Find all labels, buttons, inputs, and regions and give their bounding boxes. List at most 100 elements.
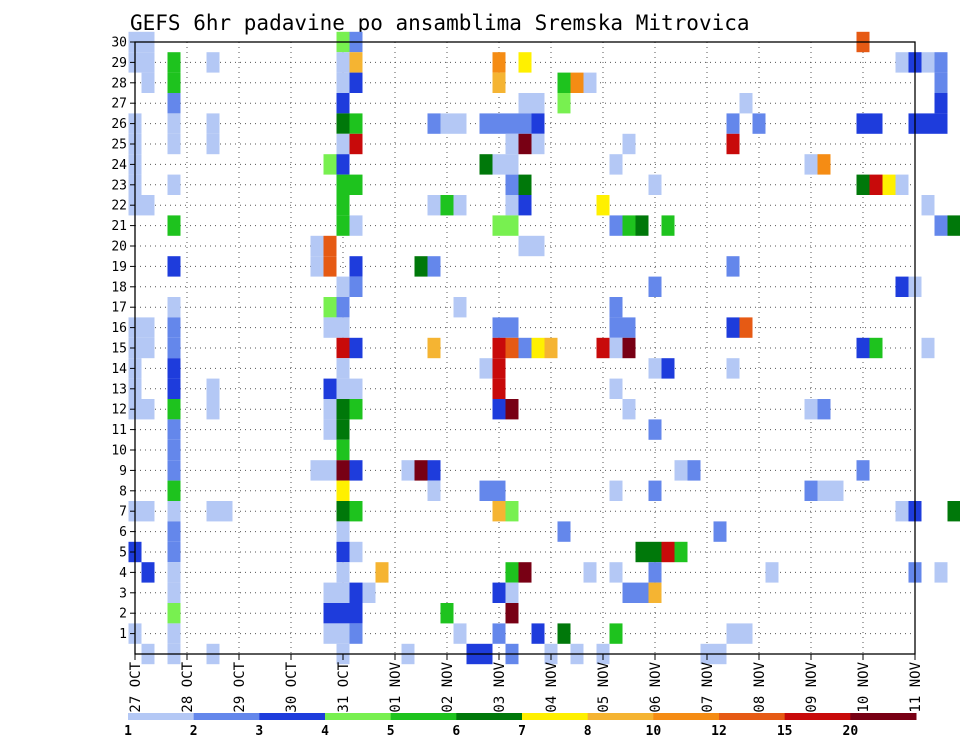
heatmap-cell bbox=[934, 52, 948, 73]
heatmap-cell bbox=[206, 133, 220, 155]
heatmap-cell bbox=[427, 460, 441, 481]
heatmap-cell bbox=[661, 541, 675, 563]
heatmap-cell bbox=[505, 317, 519, 338]
heatmap-cell bbox=[804, 154, 818, 175]
heatmap-cell bbox=[323, 460, 337, 481]
heatmap-cell bbox=[609, 480, 623, 501]
heatmap-cell bbox=[505, 501, 519, 522]
colorbar-swatch bbox=[128, 713, 195, 720]
heatmap-cell bbox=[141, 72, 155, 93]
y-tick-label: 11 bbox=[111, 423, 127, 438]
heatmap-cell bbox=[167, 337, 181, 359]
heatmap-cell bbox=[804, 399, 818, 420]
heatmap-cell bbox=[531, 113, 545, 134]
y-tick-label: 13 bbox=[111, 382, 127, 397]
x-tick-label: 05 NOV bbox=[596, 661, 612, 712]
colorbar-swatch bbox=[456, 713, 523, 720]
heatmap-cell bbox=[648, 419, 662, 440]
heatmap-cell bbox=[726, 256, 740, 277]
heatmap-cell bbox=[648, 562, 662, 583]
y-tick-label: 1 bbox=[119, 627, 127, 642]
heatmap-cell bbox=[531, 623, 545, 644]
heatmap-cell bbox=[336, 582, 350, 603]
heatmap-cell bbox=[895, 501, 909, 522]
heatmap-cell bbox=[427, 113, 441, 134]
heatmap-cell bbox=[895, 276, 909, 297]
heatmap-cell bbox=[141, 399, 155, 420]
heatmap-cell bbox=[206, 399, 220, 420]
grid bbox=[134, 41, 916, 654]
heatmap-cell bbox=[336, 215, 350, 236]
heatmap-cell bbox=[349, 174, 363, 195]
heatmap-cell bbox=[674, 541, 688, 563]
heatmap-cell bbox=[583, 562, 597, 583]
y-tick-label: 24 bbox=[111, 158, 127, 173]
heatmap-cell bbox=[492, 113, 506, 134]
heatmap-cell bbox=[206, 113, 220, 134]
heatmap-cell bbox=[492, 337, 506, 359]
heatmap-cell bbox=[336, 562, 350, 583]
colorbar-label: 20 bbox=[843, 724, 859, 739]
heatmap-cell bbox=[518, 174, 532, 195]
heatmap-cell bbox=[947, 215, 960, 236]
y-tick-label: 20 bbox=[111, 240, 127, 255]
heatmap-cell bbox=[674, 460, 688, 481]
colorbar-swatch bbox=[587, 713, 654, 720]
x-tick-label: 11 NOV bbox=[908, 661, 924, 712]
heatmap-cell bbox=[453, 297, 467, 318]
y-tick-label: 2 bbox=[119, 607, 127, 622]
heatmap-cell bbox=[401, 460, 415, 481]
heatmap-cell bbox=[596, 337, 610, 359]
heatmap-cell bbox=[349, 623, 363, 644]
heatmap-cell bbox=[323, 235, 337, 257]
heatmap-cell bbox=[336, 623, 350, 644]
heatmap-cell bbox=[830, 480, 844, 501]
colorbar-swatch bbox=[193, 713, 260, 720]
heatmap-cell bbox=[492, 480, 506, 501]
heatmap-cell bbox=[661, 215, 675, 236]
heatmap-cell bbox=[219, 501, 233, 522]
colorbar-label: 7 bbox=[518, 724, 526, 739]
heatmap-cell bbox=[544, 337, 558, 359]
heatmap-cell bbox=[336, 195, 350, 216]
heatmap-cell bbox=[531, 93, 545, 114]
heatmap-cell bbox=[505, 174, 519, 195]
colorbar-label: 1 bbox=[124, 724, 132, 739]
colorbar-label: 5 bbox=[387, 724, 395, 739]
heatmap-cell bbox=[336, 154, 350, 175]
heatmap-cell bbox=[817, 399, 831, 420]
heatmap-cell bbox=[726, 113, 740, 134]
x-tick-label: 28 OCT bbox=[180, 661, 196, 712]
heatmap-cell bbox=[947, 501, 960, 522]
heatmap-cell bbox=[167, 419, 181, 440]
heatmap-cell bbox=[323, 582, 337, 603]
heatmap-cell bbox=[921, 113, 935, 134]
y-tick-label: 10 bbox=[111, 444, 127, 459]
x-tick-label: 01 NOV bbox=[388, 661, 404, 712]
heatmap-cell bbox=[167, 480, 181, 501]
heatmap-cell bbox=[141, 501, 155, 522]
heatmap-cell bbox=[505, 399, 519, 420]
heatmap-cell bbox=[453, 113, 467, 134]
heatmap-cell bbox=[167, 521, 181, 542]
heatmap-cell bbox=[687, 460, 701, 481]
heatmap-cell bbox=[648, 480, 662, 501]
heatmap-cell bbox=[921, 52, 935, 73]
y-tick-label: 3 bbox=[119, 586, 127, 601]
heatmap-cell bbox=[336, 439, 350, 461]
y-tick-label: 29 bbox=[111, 56, 127, 71]
heatmap-cell bbox=[934, 562, 948, 583]
heatmap-cell bbox=[349, 501, 363, 522]
heatmap-cell bbox=[167, 378, 181, 399]
heatmap-cell bbox=[635, 582, 649, 603]
colorbar-swatch bbox=[325, 713, 392, 720]
heatmap-cell bbox=[518, 235, 532, 257]
y-tick-label: 16 bbox=[111, 321, 127, 336]
colorbar-label: 4 bbox=[321, 724, 329, 739]
heatmap-cell bbox=[622, 582, 636, 603]
heatmap-cell bbox=[505, 133, 519, 155]
y-tick-label: 22 bbox=[111, 199, 127, 214]
colorbar-swatch bbox=[719, 713, 786, 720]
chart-title: GEFS 6hr padavine po ansamblima Sremska … bbox=[130, 11, 750, 35]
heatmap-cell bbox=[505, 562, 519, 583]
